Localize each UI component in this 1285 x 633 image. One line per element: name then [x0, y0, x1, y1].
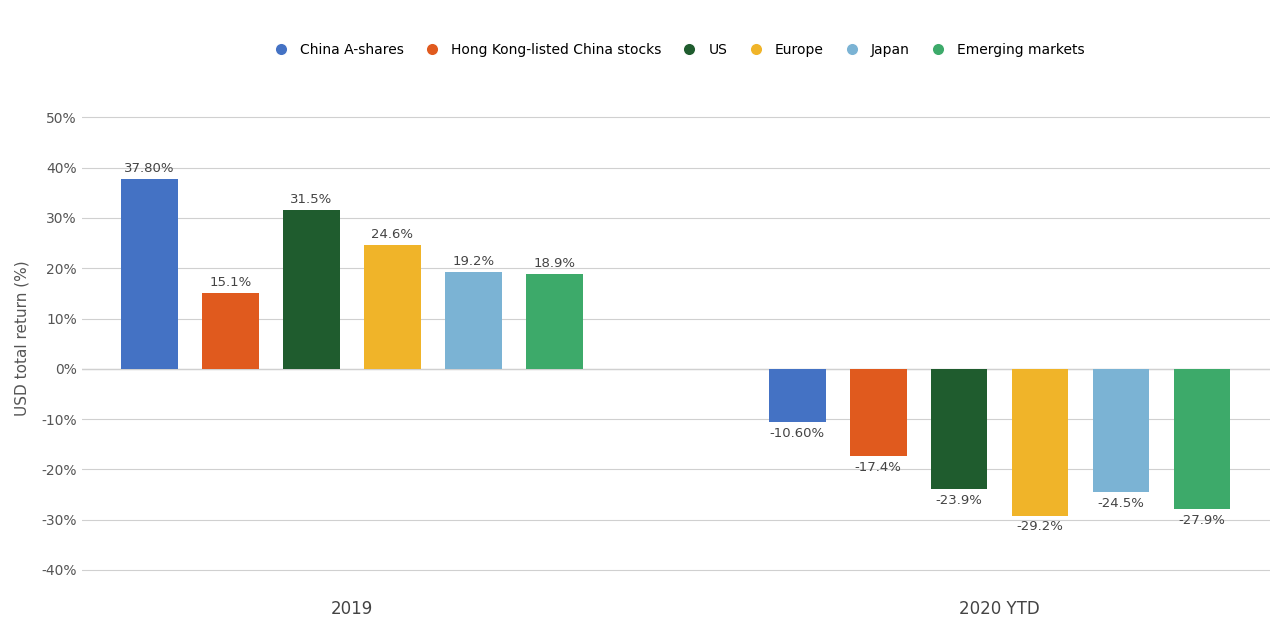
Text: 15.1%: 15.1%: [209, 276, 252, 289]
Text: -17.4%: -17.4%: [855, 461, 902, 474]
Text: -24.5%: -24.5%: [1097, 496, 1145, 510]
Bar: [121, 179, 177, 369]
Bar: [1011, 369, 1068, 516]
Bar: [768, 369, 825, 422]
Bar: [1092, 369, 1149, 492]
Text: 24.6%: 24.6%: [371, 228, 414, 241]
Text: -27.9%: -27.9%: [1178, 513, 1226, 527]
Bar: [526, 273, 582, 369]
Text: -23.9%: -23.9%: [935, 494, 983, 506]
Text: 18.9%: 18.9%: [533, 257, 576, 270]
Bar: [1173, 369, 1230, 509]
Text: -10.60%: -10.60%: [770, 427, 825, 440]
Bar: [283, 210, 339, 369]
Text: 37.80%: 37.80%: [125, 161, 175, 175]
Text: 31.5%: 31.5%: [290, 193, 333, 206]
Bar: [849, 369, 906, 456]
Bar: [364, 245, 420, 369]
Bar: [930, 369, 987, 489]
Bar: [445, 272, 501, 369]
Text: -29.2%: -29.2%: [1016, 520, 1064, 533]
Text: 19.2%: 19.2%: [452, 255, 495, 268]
Bar: [202, 293, 258, 369]
Y-axis label: USD total return (%): USD total return (%): [15, 261, 30, 417]
Legend: China A-shares, Hong Kong-listed China stocks, US, Europe, Japan, Emerging marke: China A-shares, Hong Kong-listed China s…: [261, 38, 1091, 63]
